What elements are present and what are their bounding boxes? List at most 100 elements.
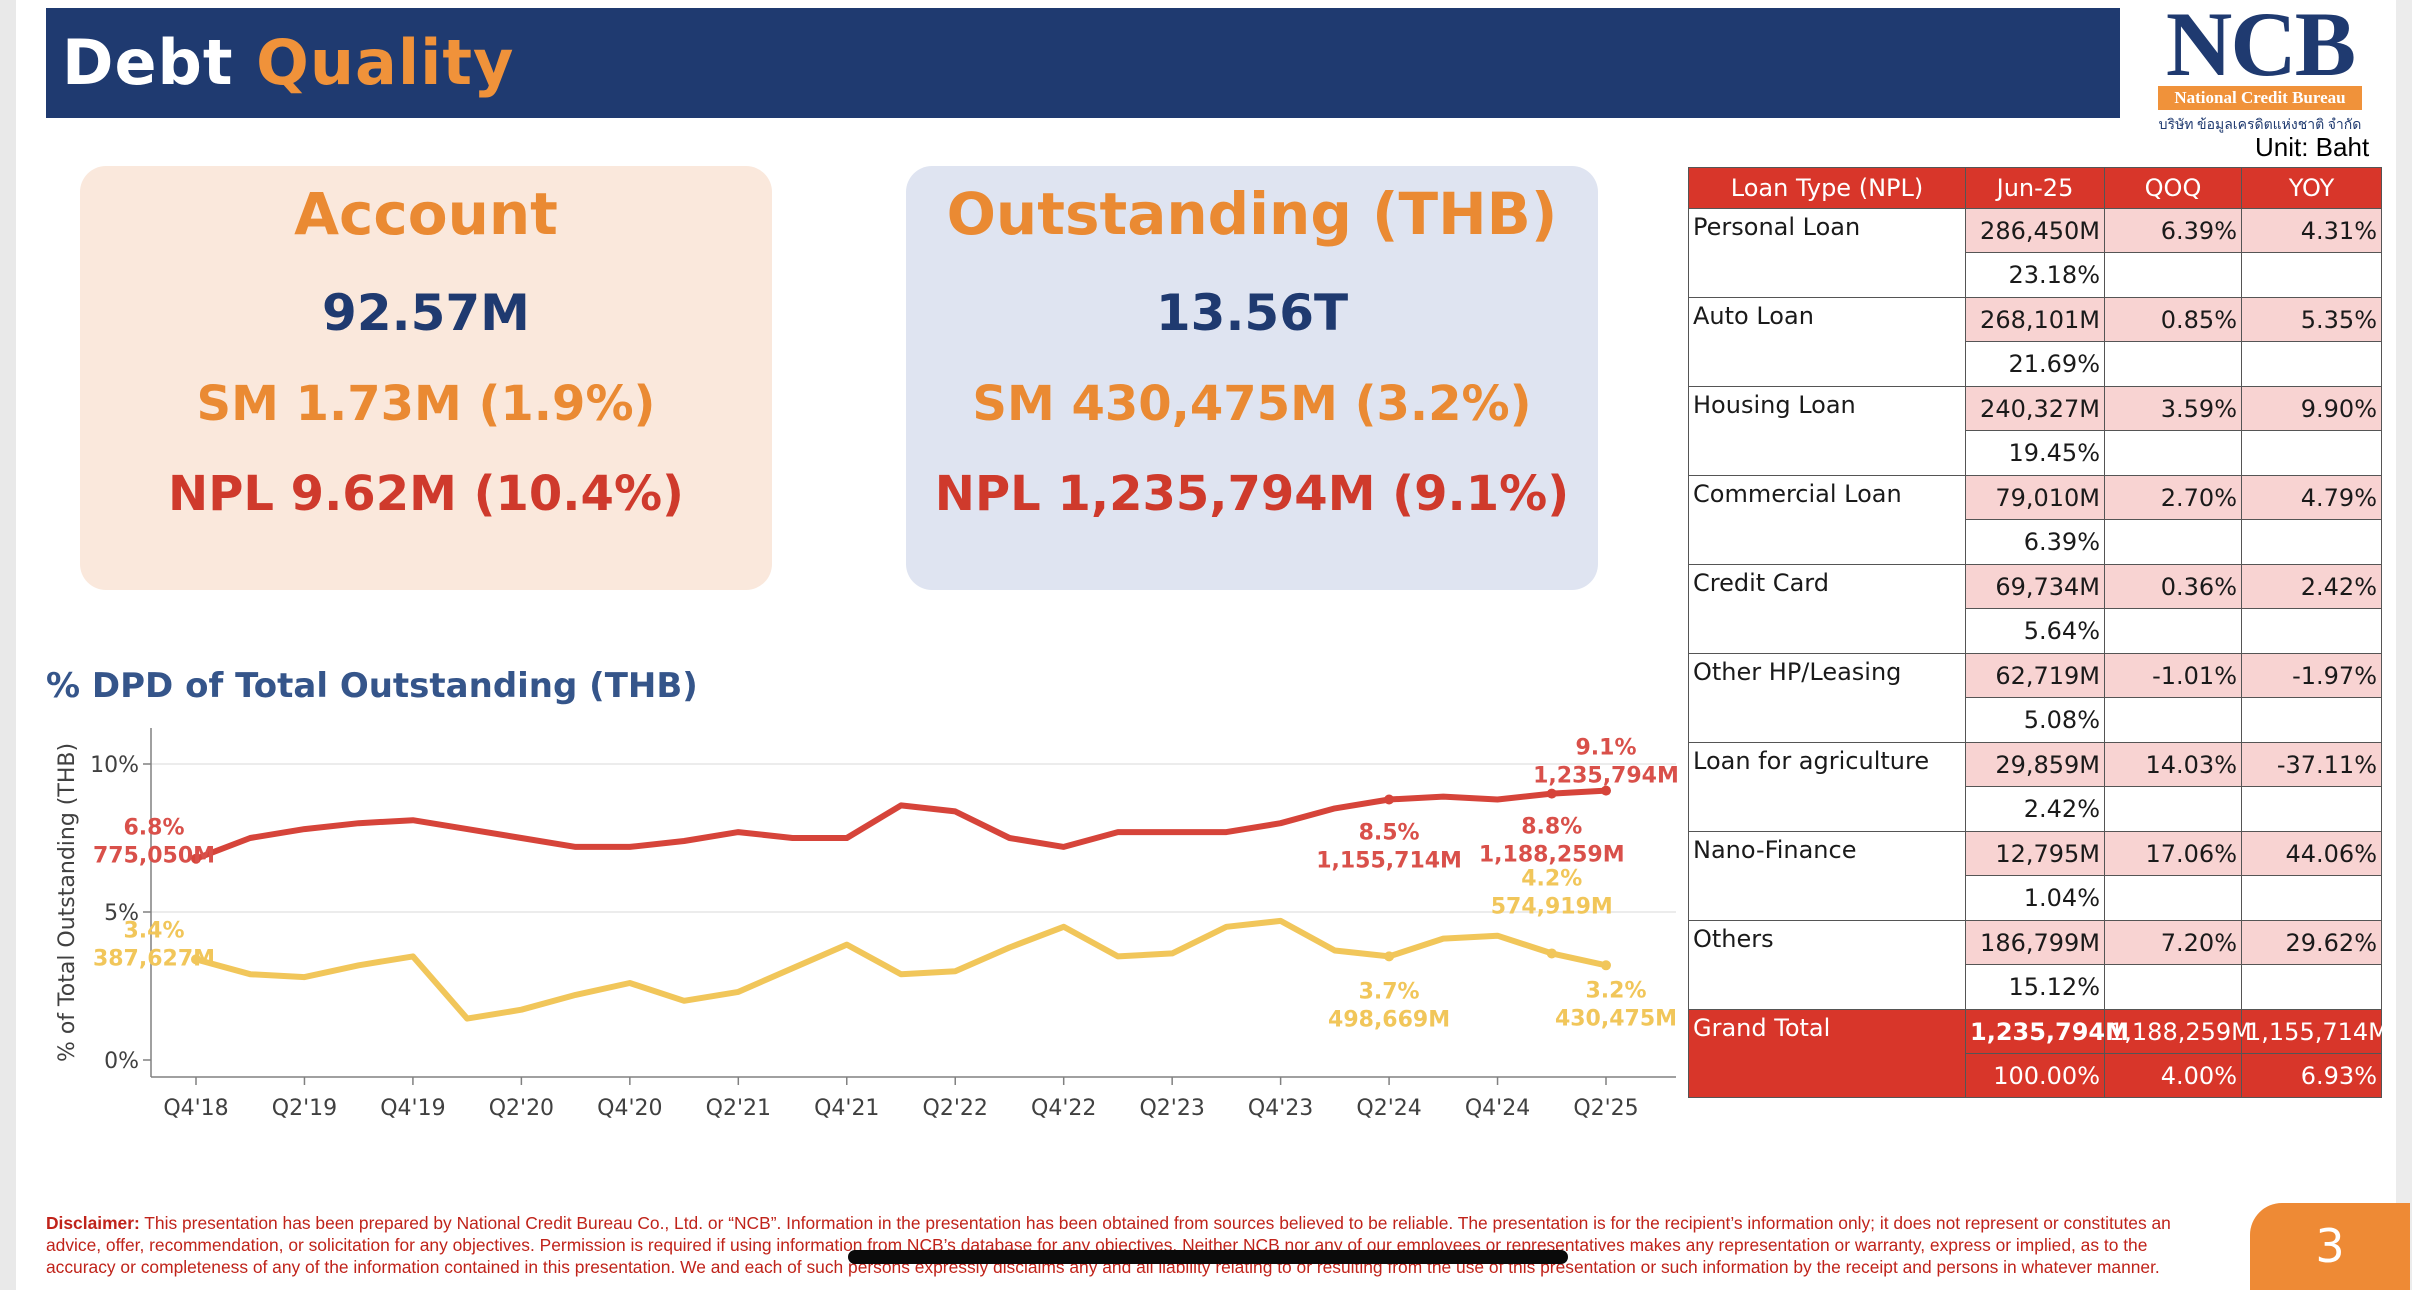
ncb-logo: NCB National Credit Bureau บริษัท ข้อมูล…	[2150, 0, 2370, 133]
empty-cell	[2241, 430, 2382, 476]
table-row: Other HP/Leasing 62,719M -1.01% -1.97%	[1688, 653, 2382, 743]
logo-band: National Credit Bureau	[2158, 86, 2362, 110]
qoq-cell: 0.85%	[2104, 297, 2242, 342]
page-title-part1: Debt	[62, 26, 234, 99]
yoy-cell: 44.06%	[2241, 831, 2382, 876]
amount-cell: 62,719M	[1965, 653, 2105, 698]
empty-cell	[2104, 697, 2242, 743]
x-tick-label: Q4'21	[814, 1096, 879, 1121]
x-tick-label: Q2'19	[272, 1096, 337, 1121]
empty-cell	[2104, 608, 2242, 654]
table-row: Personal Loan 286,450M 6.39% 4.31%	[1688, 208, 2382, 298]
amount-cell: 29,859M	[1965, 742, 2105, 787]
outstanding-card-sm: SM 430,475M (3.2%)	[972, 376, 1532, 432]
share-cell: 6.39%	[1965, 519, 2105, 565]
x-tick-label: Q4'18	[163, 1096, 228, 1121]
loan-type-cell: Others	[1688, 920, 1966, 1010]
page-title: Debt Quality	[62, 26, 514, 99]
table-row: Loan for agriculture 29,859M 14.03% -37.11%	[1688, 742, 2382, 832]
qoq-cell: 7.20%	[2104, 920, 2242, 965]
unit-label: Unit: Baht	[2255, 132, 2370, 162]
amount-cell: 186,799M	[1965, 920, 2105, 965]
share-cell: 21.69%	[1965, 341, 2105, 387]
sm-point-marker	[1601, 960, 1611, 971]
x-tick-label: Q2'23	[1139, 1096, 1204, 1121]
share-cell: 19.45%	[1965, 430, 2105, 476]
loan-type-cell: Loan for agriculture	[1688, 742, 1966, 832]
amount-cell: 69,734M	[1965, 564, 2105, 609]
loan-type-cell: Commercial Loan	[1688, 475, 1966, 565]
table-header-yoy: YOY	[2241, 167, 2382, 209]
y-tick-label: 5%	[104, 901, 139, 926]
home-indicator-bar	[848, 1250, 1568, 1264]
empty-cell	[2104, 341, 2242, 387]
npl-point-marker	[1546, 788, 1557, 799]
grand-total-pct-row: 100.00% 4.00% 6.93%	[1689, 1053, 2382, 1098]
right-margin-rule	[2396, 0, 2412, 1290]
yoy-cell: -37.11%	[2241, 742, 2382, 787]
empty-cell	[2241, 608, 2382, 654]
grand-total-row: Grand Total 1,235,794M 1,188,259M 1,155,714…	[1688, 1009, 2389, 1098]
amount-cell: 12,795M	[1965, 831, 2105, 876]
share-cell: 5.64%	[1965, 608, 2105, 654]
amount-cell: 240,327M	[1965, 386, 2105, 431]
grand-total-prev-q: 1,188,259M	[2104, 1009, 2252, 1054]
yoy-cell: 5.35%	[2241, 297, 2382, 342]
sm-point-marker	[1546, 948, 1557, 959]
amount-cell: 268,101M	[1965, 297, 2105, 342]
qoq-cell: 6.39%	[2104, 208, 2242, 253]
qoq-cell: 2.70%	[2104, 475, 2242, 520]
yoy-cell: 29.62%	[2241, 920, 2382, 965]
table-header-row: Loan Type (NPL) Jun-25 QOQ YOY	[1688, 167, 2382, 209]
loan-type-cell: Housing Loan	[1688, 386, 1966, 476]
qoq-cell: 17.06%	[2104, 831, 2242, 876]
loan-type-cell: Credit Card	[1688, 564, 1966, 654]
empty-cell	[2241, 697, 2382, 743]
data-label-pct: 4.2%	[1521, 866, 1582, 891]
grand-total-jun25: 1,235,794M	[1965, 1009, 2129, 1054]
chart-title: % DPD of Total Outstanding (THB)	[46, 666, 698, 706]
empty-cell	[2241, 341, 2382, 387]
yoy-cell: 4.31%	[2241, 208, 2382, 253]
table-header-jun25: Jun-25	[1965, 167, 2105, 209]
table-row-share: 1.04%	[1689, 875, 2382, 921]
empty-cell	[2104, 875, 2242, 921]
y-axis-label: % of Total Outstanding (THB)	[55, 743, 80, 1062]
loan-type-cell: Other HP/Leasing	[1688, 653, 1966, 743]
empty-cell	[2104, 252, 2242, 298]
npl-loan-type-table: Loan Type (NPL) Jun-25 QOQ YOY Personal …	[1688, 167, 2389, 1098]
table-body: Personal Loan 286,450M 6.39% 4.31% 23.18% Aut…	[1688, 208, 2389, 1098]
data-label-pct: 3.7%	[1359, 979, 1420, 1004]
empty-cell	[2104, 786, 2242, 832]
table-row-share: 2.42%	[1689, 786, 2382, 832]
amount-cell: 286,450M	[1965, 208, 2105, 253]
yoy-cell: 4.79%	[2241, 475, 2382, 520]
table-header-qoq: QOQ	[2104, 167, 2242, 209]
x-tick-label: Q4'22	[1031, 1096, 1096, 1121]
logo-thai-name: บริษัท ข้อมูลเครดิตแห่งชาติ จำกัด	[2158, 118, 2362, 133]
share-cell: 5.08%	[1965, 697, 2105, 743]
data-label-amount: 498,669M	[1328, 1007, 1450, 1032]
loan-type-cell: Auto Loan	[1688, 297, 1966, 387]
account-card-total: 92.57M	[322, 284, 530, 342]
data-label-pct: 3.4%	[123, 918, 184, 943]
x-tick-label: Q4'20	[597, 1096, 662, 1121]
empty-cell	[2241, 964, 2382, 1010]
data-label-pct: 9.1%	[1575, 736, 1636, 761]
data-label-amount: 775,050M	[93, 844, 215, 869]
share-cell: 1.04%	[1965, 875, 2105, 921]
y-tick-label: 10%	[90, 753, 139, 778]
x-tick-label: Q4'24	[1465, 1096, 1530, 1121]
disclaimer-text: This presentation has been prepared by N…	[46, 1213, 2171, 1277]
account-card-sm: SM 1.73M (1.9%)	[196, 376, 656, 432]
data-label-amount: 574,919M	[1491, 894, 1613, 919]
account-card: Account 92.57M SM 1.73M (1.9%) NPL 9.62M…	[80, 166, 772, 590]
x-tick-label: Q2'24	[1356, 1096, 1421, 1121]
empty-cell	[2104, 430, 2242, 476]
grand-total-qoq: 4.00%	[2104, 1053, 2242, 1098]
logo-mark: NCB	[2165, 0, 2356, 95]
data-label-amount: 1,235,794M	[1533, 764, 1679, 789]
outstanding-card-npl: NPL 1,235,794M (9.1%)	[934, 466, 1570, 522]
x-tick-label: Q2'20	[489, 1096, 554, 1121]
sm-point-marker	[191, 954, 201, 965]
